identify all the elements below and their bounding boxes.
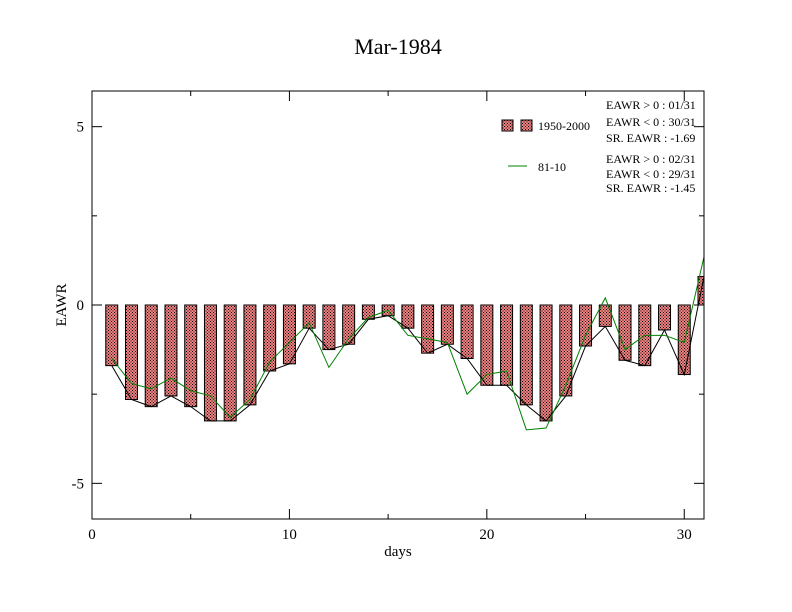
stat-text: SR. EAWR : -1.45: [606, 181, 695, 195]
bar: [579, 304, 593, 347]
legend: 1950-2000 81-10 EAWR > 0 : 01/31 EAWR < 0 :…: [501, 98, 696, 195]
bar: [500, 304, 514, 386]
bar: [105, 304, 119, 367]
y-tick-label: 0: [77, 298, 85, 314]
x-axis: 0 10 20 30: [88, 91, 692, 543]
bar: [302, 304, 316, 329]
bar: [401, 304, 415, 329]
x-tick-label: 20: [479, 527, 494, 543]
y-axis-label: EAWR: [54, 284, 70, 327]
y-tick-label: -5: [72, 476, 85, 492]
y-axis: -5 0 5: [72, 120, 704, 492]
legend-label: 81-10: [538, 160, 566, 174]
x-axis-label: days: [384, 544, 412, 560]
bar-series: [105, 275, 705, 422]
bar: [480, 304, 494, 386]
bar: [223, 304, 237, 422]
bar: [203, 304, 217, 422]
bar: [243, 304, 257, 406]
stat-text: EAWR > 0 : 02/31: [606, 152, 696, 166]
bar: [539, 304, 553, 422]
y-tick-label: 5: [77, 120, 85, 136]
chart-title: Mar-1984: [354, 34, 442, 59]
x-tick-label: 10: [282, 527, 297, 543]
bar: [124, 304, 138, 401]
bar: [658, 304, 672, 331]
bar: [282, 304, 296, 365]
x-tick-label: 30: [677, 527, 692, 543]
line-series: [111, 256, 705, 431]
bar: [322, 304, 336, 351]
stat-text: EAWR < 0 : 29/31: [606, 167, 696, 181]
bar: [519, 304, 533, 406]
x-tick-label: 0: [88, 527, 96, 543]
stat-text: SR. EAWR : -1.69: [606, 131, 695, 145]
stat-text: EAWR > 0 : 01/31: [606, 98, 696, 112]
series-line-81-10: [111, 256, 705, 431]
bar: [421, 304, 435, 354]
bar: [618, 304, 632, 361]
bar: [263, 304, 277, 372]
bar: [559, 304, 573, 397]
stat-text: EAWR < 0 : 30/31: [606, 115, 696, 129]
bar: [164, 304, 178, 397]
series-line: [111, 276, 705, 422]
bar: [460, 304, 474, 359]
legend-swatch-bar: [501, 119, 514, 132]
bar: [440, 304, 454, 345]
bar: [144, 304, 158, 408]
legend-label: 1950-2000: [538, 119, 590, 133]
legend-swatch-bar: [520, 119, 533, 132]
